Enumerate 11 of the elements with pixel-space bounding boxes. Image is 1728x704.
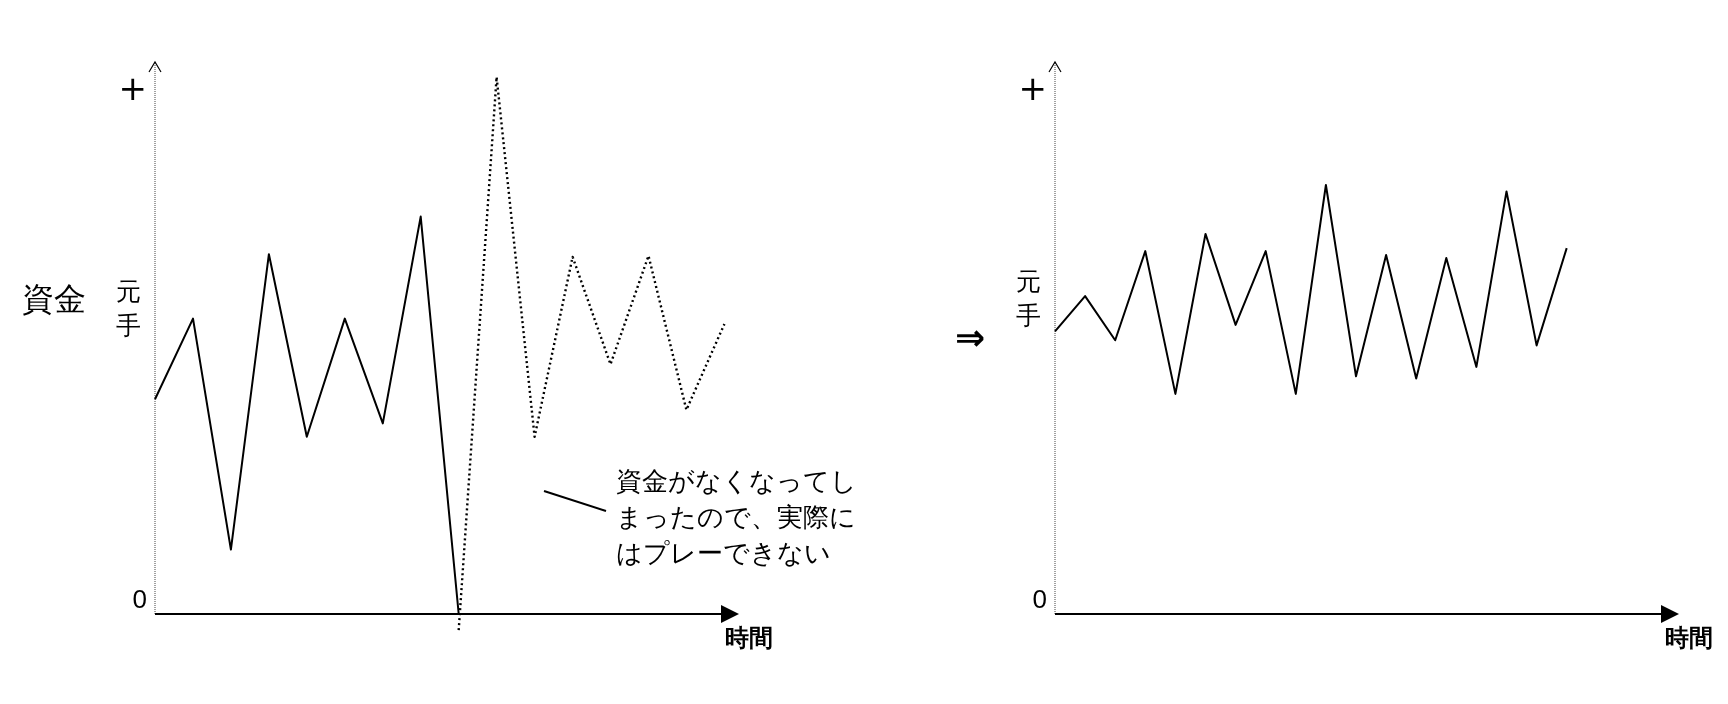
annotation: 0 <box>1032 584 1047 614</box>
text: + <box>1018 68 1047 108</box>
y-axis-title: 資金 <box>22 281 86 317</box>
x-axis-title: 時間 <box>725 624 773 651</box>
annotation: 元手 <box>1015 268 1041 329</box>
text: 元手 <box>115 278 141 339</box>
x-axis-title: 時間 <box>1665 624 1713 651</box>
text: 0 <box>132 584 147 614</box>
text: + <box>118 68 147 108</box>
text: ⇒ <box>954 317 986 358</box>
annotation: 資金がなくなってしまったので、実際にはプレーできない <box>616 466 858 570</box>
